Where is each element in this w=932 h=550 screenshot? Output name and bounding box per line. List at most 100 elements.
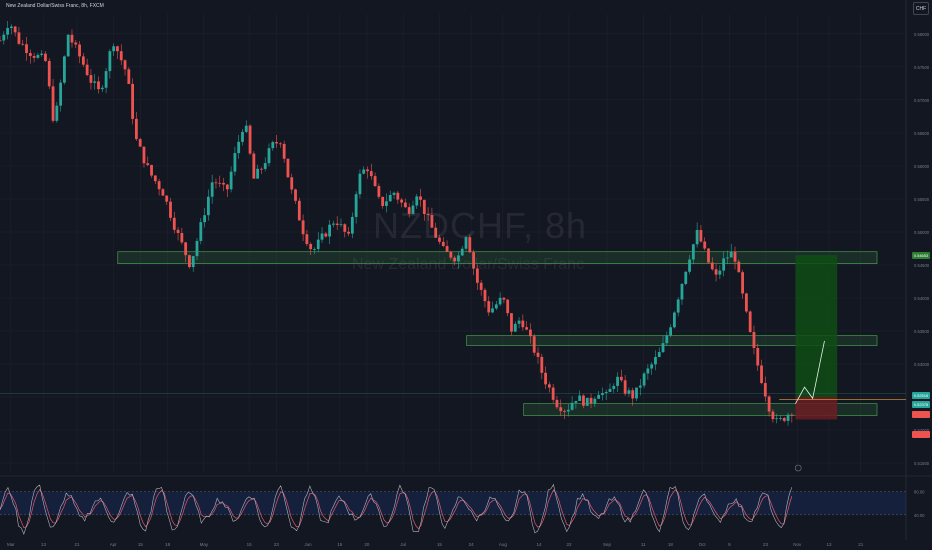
candle-body — [313, 249, 316, 250]
candle-body — [350, 216, 354, 234]
candle-body — [604, 391, 608, 394]
candle-body — [775, 418, 779, 420]
x-tick-label: 24 — [469, 542, 475, 547]
x-tick-label: Jul — [400, 542, 406, 547]
candle-body — [123, 60, 127, 70]
candle-body — [544, 372, 547, 385]
candle-body — [642, 373, 646, 386]
y-tick-label: 0.55500 — [914, 197, 930, 202]
candle-body — [324, 233, 328, 237]
candle-body — [108, 51, 112, 72]
candle-body — [66, 34, 70, 57]
candle-body — [589, 397, 593, 404]
candle-body — [127, 69, 131, 84]
candle-body — [570, 402, 574, 410]
candle-body — [733, 251, 737, 262]
candle-body — [172, 217, 176, 230]
candle-body — [782, 418, 786, 421]
candle-body — [612, 385, 616, 389]
candle-body — [688, 259, 691, 272]
candle-body — [358, 173, 362, 195]
support-zone-lower — [523, 403, 878, 416]
x-tick-label: Nov — [793, 542, 802, 547]
event-marker — [794, 464, 802, 472]
candle-body — [593, 398, 597, 404]
candle-body — [146, 163, 150, 166]
candle-body — [619, 376, 623, 381]
candle-body — [627, 390, 631, 394]
candle-body — [411, 205, 415, 214]
y-tick-label: 0.54000 — [914, 296, 930, 301]
candle-body — [328, 224, 332, 237]
candle-body — [47, 60, 51, 87]
candle-body — [157, 181, 161, 190]
candle-body — [710, 262, 714, 270]
candle-body — [343, 224, 347, 232]
x-tick-label: Oct — [699, 542, 707, 547]
x-tick-label: 21 — [858, 542, 864, 547]
candle-body — [214, 182, 218, 184]
candle-body — [646, 368, 650, 374]
candle-body — [275, 142, 278, 144]
candle-body — [233, 153, 237, 172]
x-tick-label: Apr — [110, 542, 118, 547]
x-tick-label: 15 — [437, 542, 443, 547]
candle-body — [400, 199, 404, 203]
candle-body — [669, 327, 673, 336]
currency-button[interactable]: CHF — [913, 2, 929, 15]
candle-body — [741, 272, 744, 294]
x-tick-label: 13 — [826, 542, 832, 547]
rsi-tick-label: 40.00 — [914, 513, 925, 518]
candle-body — [726, 257, 729, 259]
candle-body — [684, 271, 688, 284]
candle-body — [608, 388, 612, 392]
candle-body — [184, 242, 188, 256]
x-tick-label: May — [200, 542, 209, 547]
candle-body — [415, 196, 419, 206]
candle-body — [498, 297, 502, 305]
candle-body — [744, 293, 748, 312]
candle-body — [422, 199, 426, 215]
candle-body — [752, 331, 756, 349]
candle-body — [464, 237, 468, 249]
candle-body — [362, 169, 366, 174]
candle-body — [392, 192, 396, 195]
candle-body — [779, 418, 782, 419]
candle-body — [222, 182, 225, 185]
candle-body — [699, 230, 703, 242]
candle-body — [6, 28, 9, 35]
y-tick-label: 0.57500 — [914, 65, 930, 70]
candle-body — [153, 175, 157, 182]
candle-body — [229, 171, 233, 190]
candle-body — [131, 83, 135, 119]
candle-body — [316, 239, 320, 250]
candle-body — [237, 141, 241, 154]
price-tag — [912, 431, 930, 439]
candle-body — [597, 394, 601, 399]
resistance-zone-upper — [117, 251, 878, 264]
candle-body — [119, 51, 123, 61]
candle-body — [36, 54, 40, 58]
candle-body — [763, 383, 767, 397]
candle-body — [97, 81, 100, 90]
candle-body — [737, 261, 741, 273]
candle-body — [672, 312, 676, 328]
candle-body — [623, 380, 627, 394]
y-tick-label: 0.55000 — [914, 230, 930, 235]
target-box — [795, 255, 838, 398]
candle-body — [513, 323, 517, 332]
candle-body — [366, 169, 369, 172]
stop-box — [795, 397, 838, 420]
candle-body — [116, 46, 119, 52]
candle-body — [320, 233, 324, 240]
candle-body — [17, 32, 21, 44]
x-tick-label: 11 — [641, 542, 646, 547]
candle-body — [309, 243, 313, 250]
candle-body — [373, 176, 377, 187]
candle-body — [494, 304, 498, 309]
candle-body — [294, 189, 297, 201]
candle-body — [335, 223, 339, 225]
candle-body — [354, 194, 358, 217]
price-tag: 0.54653 — [912, 251, 930, 259]
